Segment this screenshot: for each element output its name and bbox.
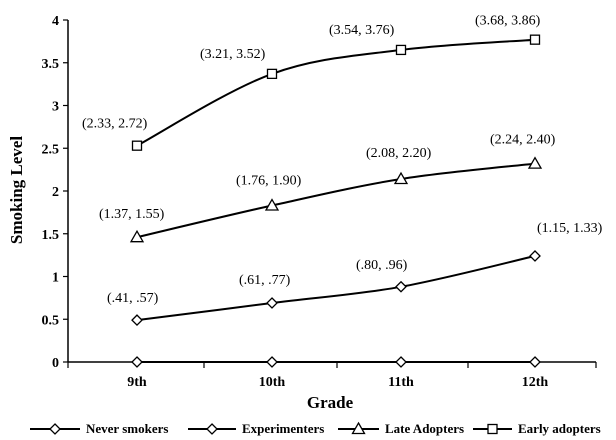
data-point [131,356,143,368]
data-point [266,297,278,309]
series-early-adopters [131,34,541,151]
y-tick-label: 2.5 [42,142,60,157]
data-label: (.61, .77) [239,273,291,288]
data-point [529,356,541,368]
x-tick-label: 12th [522,375,549,390]
legend-label: Early adopters [518,421,601,436]
x-tick-label: 9th [127,375,147,390]
annotations: (.41, .57) (.61, .77) (.80, .96) (1.15, 1.3… [82,14,603,306]
series-late-adopters [129,156,543,243]
y-tick-label: 2 [52,185,59,200]
x-tick-label: 11th [388,375,414,390]
data-point [266,356,278,368]
data-label: (3.54, 3.76) [329,23,395,38]
legend-label: Late Adopters [385,421,464,436]
data-label: (3.68, 3.86) [475,14,541,29]
y-tick-label: 3 [52,100,59,115]
data-label: (1.76, 1.90) [236,174,302,189]
x-axis-title: Grade [307,393,354,412]
series-never-smokers [131,356,541,368]
series-experimenters [131,250,541,327]
legend-marker [487,423,498,435]
series-layer [129,34,543,368]
data-point [393,171,409,185]
y-tick-label: 0 [52,356,59,371]
legend-marker [206,423,218,435]
data-point [529,34,541,45]
data-point [131,314,143,327]
legend-label: Never smokers [86,421,168,436]
data-label: (.80, .96) [356,258,408,273]
data-label: (2.33, 2.72) [82,117,148,132]
data-point [266,68,278,80]
y-tick-label: 1.5 [42,228,60,243]
legend-item: Experimenters [188,421,324,436]
y-axis-title: Smoking Level [7,136,26,244]
data-point [527,156,543,169]
data-label: (2.24, 2.40) [490,133,556,148]
data-label: (2.08, 2.20) [366,146,432,161]
y-tick-label: 4 [52,14,59,29]
y-tick-label: 0.5 [42,313,60,328]
x-tick-label: 10th [259,375,286,390]
data-point [395,44,407,56]
legend-item: Late Adopters [338,421,464,436]
legend: Never smokers Experimenters Late Adopters E… [30,421,601,436]
legend-marker [49,423,61,435]
y-tick-label: 3.5 [42,57,60,72]
y-tick-label: 1 [52,271,59,286]
legend-item: Early adopters [473,421,601,436]
data-label: (1.15, 1.33) [537,221,603,236]
data-point [131,140,143,151]
data-label: (3.21, 3.52) [200,47,266,62]
series-line [136,255,536,322]
series-line [136,38,536,147]
legend-marker [351,421,366,435]
data-point [395,280,407,293]
data-label: (1.37, 1.55) [99,207,165,222]
data-label: (.41, .57) [107,291,159,306]
series-line [136,162,536,239]
legend-item: Never smokers [30,421,168,436]
legend-label: Experimenters [242,421,324,436]
data-point [264,198,280,211]
data-point [529,250,541,262]
data-point [129,229,145,243]
axes: 0 0.5 1 1.5 2 2.5 3 3.5 4 9th 10th 11th 12th [42,14,597,390]
data-point [395,356,407,368]
